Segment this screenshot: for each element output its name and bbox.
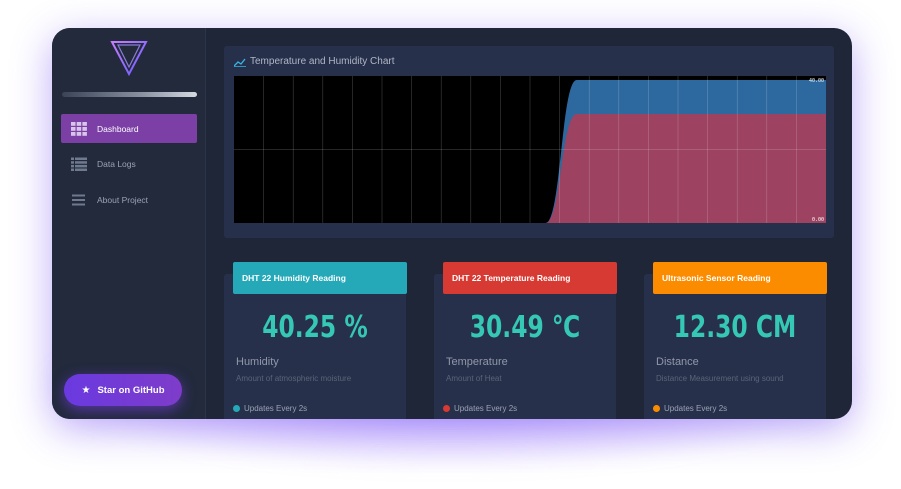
chart-card: Temperature and Humidity Chart 40.00 0.0… bbox=[224, 46, 834, 238]
main-content: Temperature and Humidity Chart 40.00 0.0… bbox=[206, 28, 852, 419]
humidity-card: DHT 22 Humidity Reading 40.25 % Humidity… bbox=[224, 262, 407, 419]
chart-series-area-1 bbox=[234, 113, 826, 223]
card-header: Ultrasonic Sensor Reading bbox=[653, 262, 827, 294]
sidebar-item-label: Data Logs bbox=[97, 158, 136, 169]
sidebar-item-data-logs[interactable]: Data Logs bbox=[61, 149, 197, 178]
sidebar-item-about-project[interactable]: About Project bbox=[61, 185, 197, 214]
chart-line-icon bbox=[234, 58, 246, 67]
sidebar-item-label: About Project bbox=[97, 194, 149, 205]
sidebar-item-label: Dashboard bbox=[97, 123, 139, 134]
card-footer-text: Updates Every 2s bbox=[664, 404, 728, 413]
chart-max-label: 40.00 bbox=[809, 78, 824, 84]
sidebar-divider bbox=[62, 92, 197, 97]
card-header-text: DHT 22 Humidity Reading bbox=[242, 273, 346, 283]
card-label: Distance bbox=[656, 356, 699, 368]
sidebar-item-dashboard[interactable]: Dashboard bbox=[61, 114, 197, 143]
card-header: DHT 22 Temperature Reading bbox=[443, 262, 617, 294]
card-label: Temperature bbox=[446, 356, 508, 368]
chart-title-text: Temperature and Humidity Chart bbox=[250, 56, 395, 67]
status-dot-icon bbox=[233, 405, 240, 412]
temperature-card: DHT 22 Temperature Reading 30.49 ℃ Tempe… bbox=[434, 262, 617, 419]
card-header-text: Ultrasonic Sensor Reading bbox=[662, 273, 771, 283]
card-footer: Updates Every 2s bbox=[653, 404, 727, 413]
github-button-label: Star on GitHub bbox=[97, 384, 165, 396]
temperature-humidity-chart[interactable]: 40.00 0.00 bbox=[234, 76, 826, 223]
humidity-value: 40.25 % bbox=[262, 310, 368, 345]
card-footer-text: Updates Every 2s bbox=[244, 404, 308, 413]
star-on-github-button[interactable]: ★ Star on GitHub bbox=[64, 374, 182, 406]
chart-min-label: 0.00 bbox=[812, 217, 824, 223]
card-description: Amount of atmospheric moisture bbox=[236, 374, 352, 383]
sidebar: Dashboard Data Logs About Project ★ Star… bbox=[52, 28, 206, 419]
list-icon bbox=[71, 157, 87, 171]
status-dot-icon bbox=[443, 405, 450, 412]
distance-value: 12.30 CM bbox=[673, 310, 797, 345]
card-header: DHT 22 Humidity Reading bbox=[233, 262, 407, 294]
status-dot-icon bbox=[653, 405, 660, 412]
card-header-text: DHT 22 Temperature Reading bbox=[452, 273, 571, 283]
triangle-logo-icon[interactable] bbox=[110, 40, 148, 76]
card-description: Amount of Heat bbox=[446, 374, 502, 383]
chart-title: Temperature and Humidity Chart bbox=[234, 56, 395, 67]
card-label: Humidity bbox=[236, 356, 279, 368]
star-icon: ★ bbox=[81, 384, 91, 396]
temperature-value: 30.49 ℃ bbox=[469, 310, 581, 345]
card-footer-text: Updates Every 2s bbox=[454, 404, 518, 413]
menu-icon bbox=[72, 194, 85, 205]
distance-card: Ultrasonic Sensor Reading 12.30 CM Dista… bbox=[644, 262, 827, 419]
app-window: Dashboard Data Logs About Project ★ Star… bbox=[52, 28, 852, 419]
card-footer: Updates Every 2s bbox=[443, 404, 517, 413]
grid-icon bbox=[71, 121, 87, 136]
card-footer: Updates Every 2s bbox=[233, 404, 307, 413]
card-description: Distance Measurement using sound bbox=[656, 374, 784, 383]
